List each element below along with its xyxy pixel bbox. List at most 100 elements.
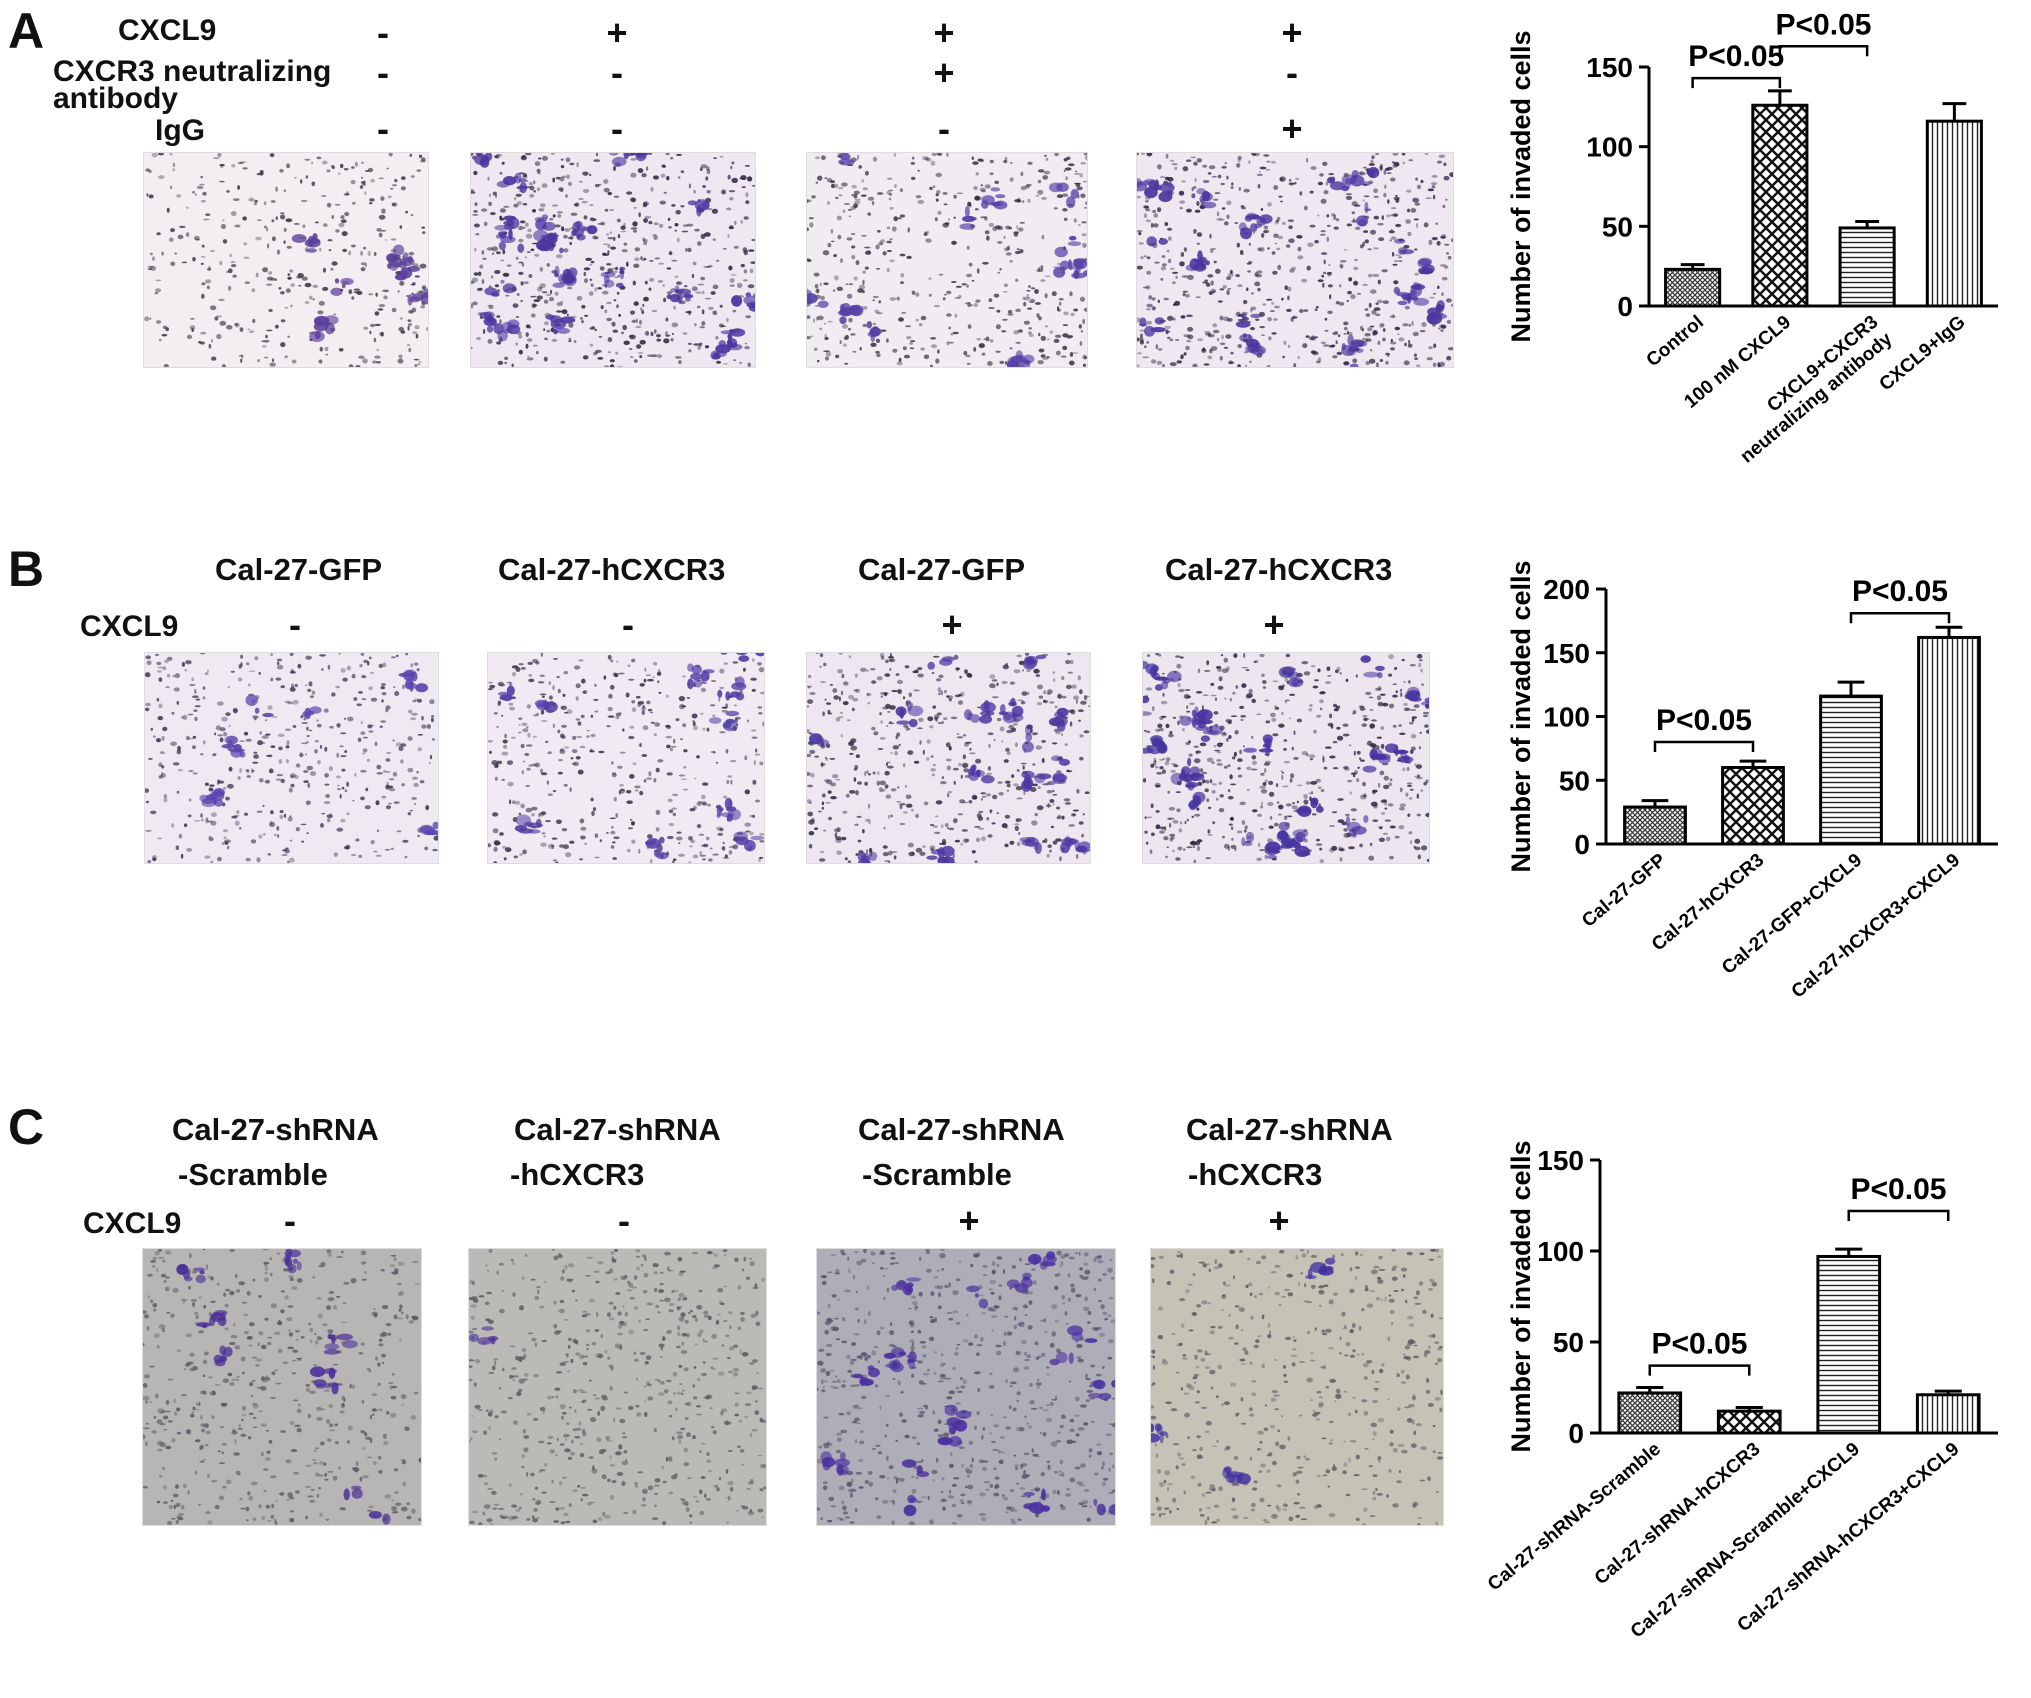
micrograph-pore (280, 342, 286, 348)
micrograph-pore (1072, 809, 1079, 812)
micrograph-pore (494, 155, 499, 159)
micrograph-pore (217, 856, 222, 862)
micrograph-pore (481, 208, 488, 212)
micrograph-a-cxcl9-igg (1136, 152, 1454, 368)
micrograph-pore (1350, 808, 1357, 812)
micrograph-pore (424, 846, 429, 851)
invaded-cell (659, 852, 664, 859)
micrograph-pore (1012, 783, 1019, 787)
micrograph-pore (1287, 286, 1292, 292)
micrograph-b-hcxcr3 (487, 652, 765, 864)
micrograph-pore (241, 1414, 247, 1417)
micrograph-pore (958, 693, 962, 697)
micrograph-pore (1408, 680, 1411, 684)
invaded-cell (669, 293, 681, 303)
micrograph-pore (1413, 353, 1417, 357)
micrograph-pore (1023, 790, 1026, 796)
micrograph-pore (1267, 317, 1273, 322)
micrograph-pore (539, 693, 547, 696)
micrograph-pore (1409, 788, 1414, 791)
micrograph-background (471, 153, 755, 367)
micrograph-pore (733, 704, 737, 707)
micrograph-pore (1063, 798, 1071, 802)
micrograph-pore (522, 173, 528, 178)
micrograph-pore (1395, 223, 1402, 228)
micrograph-pore (597, 357, 604, 360)
micrograph-pore (1319, 233, 1326, 236)
invaded-cell (907, 701, 912, 712)
micrograph-pore (1353, 280, 1359, 286)
micrograph-pore (1002, 291, 1008, 293)
micrograph-pore (849, 790, 856, 794)
micrograph-pore (1230, 270, 1233, 274)
micrograph-pore (378, 1343, 384, 1347)
micrograph-pore (718, 697, 721, 702)
micrograph-pore (271, 236, 276, 242)
micrograph-pore (1052, 671, 1055, 674)
micrograph-pore (1382, 337, 1386, 342)
micrograph-pore (1388, 654, 1394, 660)
micrograph-pore (340, 215, 345, 219)
micrograph-pore (896, 732, 901, 737)
micrograph-pore (1152, 223, 1159, 228)
micrograph-pore (308, 681, 313, 687)
micrograph-pore (152, 1303, 158, 1308)
micrograph-pore (919, 851, 926, 856)
micrograph-pore (200, 255, 206, 258)
micrograph-pore (397, 1261, 405, 1266)
micrograph-pore (540, 709, 545, 715)
invaded-cell (1393, 238, 1406, 244)
micrograph-pore (1423, 222, 1429, 228)
invaded-cell (1360, 655, 1371, 663)
micrograph-pore (1390, 228, 1393, 232)
micrograph-pore (669, 747, 673, 752)
micrograph-pore (1365, 360, 1371, 366)
micrograph-pore (177, 234, 184, 240)
micrograph-pore (1220, 182, 1225, 186)
micrograph-pore (1283, 739, 1288, 742)
micrograph-pore (1037, 169, 1045, 173)
micrograph-pore (1369, 708, 1374, 711)
micrograph-pore (1315, 778, 1321, 783)
micrograph-pore (335, 685, 341, 689)
micrograph-pore (266, 283, 273, 286)
micrograph-pore (1008, 724, 1014, 730)
micrograph-pore (644, 215, 652, 219)
micrograph-pore (569, 241, 572, 246)
micrograph-pore (217, 153, 222, 158)
micrograph-pore (594, 352, 599, 354)
micrograph-pore (265, 334, 268, 339)
micrograph-pore (1192, 845, 1195, 848)
micrograph-pore (515, 342, 518, 346)
micrograph-pore (807, 784, 814, 788)
micrograph-pore (1373, 215, 1380, 220)
micrograph-pore (1260, 805, 1264, 809)
micrograph-pore (376, 348, 379, 352)
micrograph-pore (385, 771, 391, 773)
micrograph-pore (472, 301, 478, 306)
micrograph-pore (989, 159, 994, 164)
invaded-cell (394, 273, 407, 281)
micrograph-pore (1227, 764, 1231, 767)
micrograph-pore (1193, 758, 1201, 764)
invaded-cell (503, 220, 515, 226)
bar-3 (1838, 226, 1896, 308)
micrograph-pore (313, 1364, 317, 1366)
micrograph-pore (1237, 364, 1241, 367)
micrograph-pore (668, 809, 674, 813)
invaded-cell (645, 840, 656, 846)
micrograph-pore (1332, 331, 1339, 336)
micrograph-pore (245, 857, 251, 862)
micrograph-pore (1194, 813, 1201, 817)
invaded-cell (471, 153, 474, 157)
invaded-cell (1413, 297, 1430, 306)
micrograph-pore (649, 277, 655, 282)
micrograph-pore (280, 685, 285, 689)
micrograph-pore (813, 318, 816, 323)
micrograph-pore (1398, 724, 1402, 727)
micrograph-pore (1021, 691, 1028, 696)
micrograph-pore (1440, 329, 1444, 332)
micrograph-pore (1204, 279, 1209, 282)
micrograph-pore (648, 287, 652, 291)
